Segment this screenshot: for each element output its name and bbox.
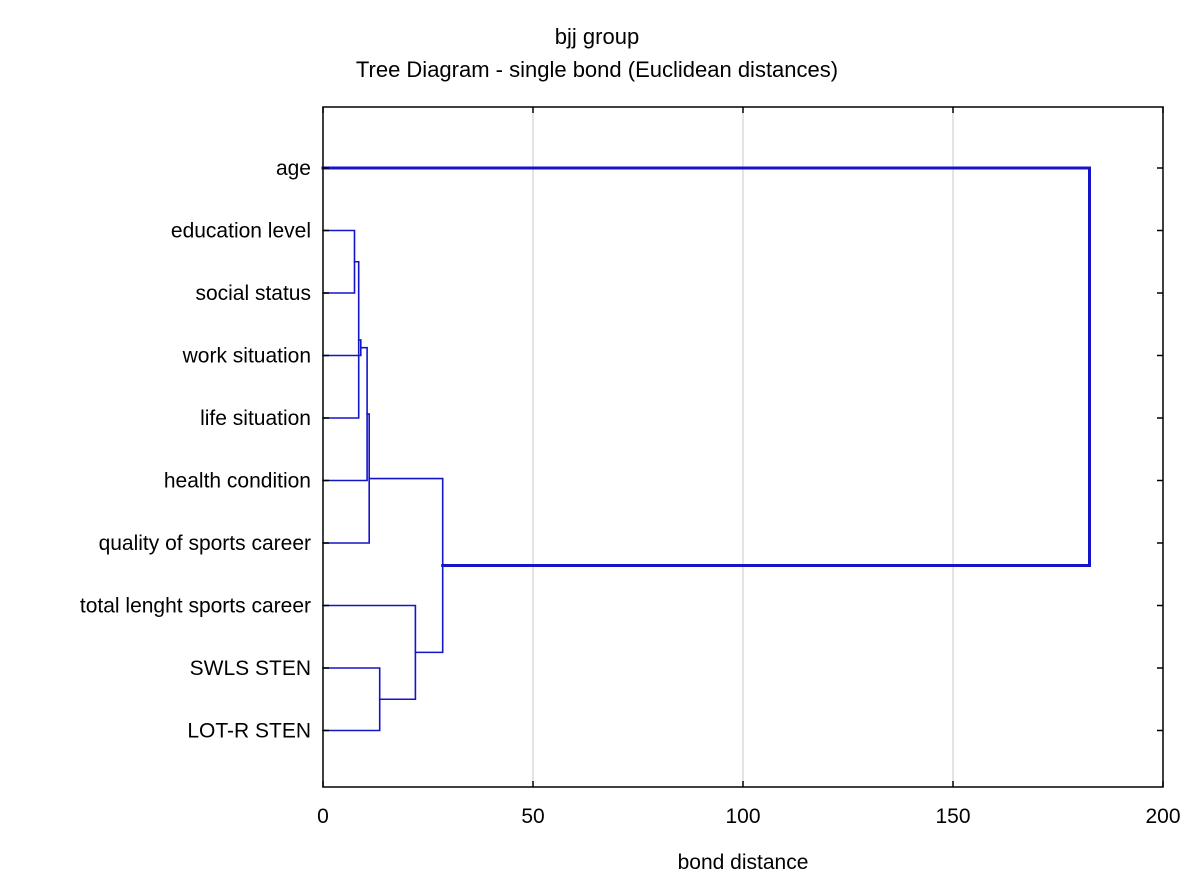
leaf-label: age bbox=[276, 157, 311, 180]
chart-subtitle: Tree Diagram - single bond (Euclidean di… bbox=[356, 57, 838, 82]
grid-lines bbox=[532, 107, 954, 787]
chart-title: bjj group bbox=[555, 24, 639, 49]
dendrogram-link bbox=[322, 339, 362, 357]
x-tick-label: 150 bbox=[935, 805, 970, 828]
dendrogram-link bbox=[322, 229, 356, 294]
dendrogram-link bbox=[368, 477, 444, 654]
leaf-label: education level bbox=[171, 220, 311, 243]
x-tick-label: 0 bbox=[317, 805, 329, 828]
leaf-label: social status bbox=[195, 282, 311, 305]
leaf-labels: age education level social status work situ… bbox=[80, 157, 311, 743]
x-axis-label: bond distance bbox=[678, 851, 809, 874]
leaf-label: health condition bbox=[164, 470, 311, 493]
leaf-label: quality of sports career bbox=[99, 532, 311, 555]
axis-ticks bbox=[322, 107, 1164, 787]
x-tick-label: 50 bbox=[521, 805, 544, 828]
leaf-label: LOT-R STEN bbox=[187, 720, 311, 743]
dendrogram-link bbox=[322, 260, 360, 419]
leaf-label: life situation bbox=[200, 407, 311, 430]
x-tick-label: 100 bbox=[725, 805, 760, 828]
dendrogram-links bbox=[321, 166, 1091, 732]
dendrogram-link bbox=[321, 166, 1091, 567]
x-tick-label: 200 bbox=[1145, 805, 1180, 828]
x-tick-labels: 0 50 100 150 200 bbox=[317, 805, 1180, 828]
dendrogram-link bbox=[322, 413, 370, 544]
leaf-label: total lenght sports career bbox=[80, 595, 311, 618]
leaf-label: SWLS STEN bbox=[190, 657, 311, 680]
dendrogram-link bbox=[322, 667, 381, 732]
dendrogram-link bbox=[322, 346, 368, 482]
leaf-label: work situation bbox=[182, 345, 311, 368]
dendrogram-link bbox=[322, 604, 417, 701]
